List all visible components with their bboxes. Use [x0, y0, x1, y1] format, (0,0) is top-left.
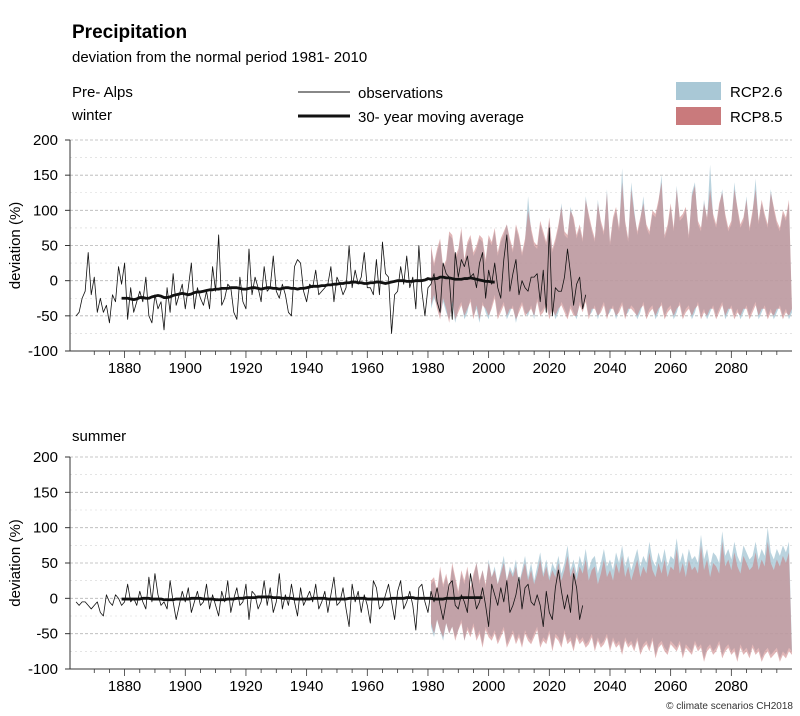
x-tick-label: 1920 [229, 678, 262, 695]
x-tick-label: 2080 [715, 360, 748, 377]
y-tick-label: 100 [33, 202, 58, 219]
y-tick-label: 150 [33, 167, 58, 184]
winter-panel: -100 -50 0 50 100 150 200 deviation (%) 1880 1900… [7, 107, 792, 377]
legend-rcp85-label: RCP8.5 [730, 109, 783, 126]
y-tick-label: 0 [50, 273, 58, 290]
y-tick-label: 50 [41, 555, 58, 572]
summer-panel: -100 -50 0 50 100 150 200 deviation (%) 1880 1900… [7, 428, 792, 695]
legend-moving-average-label: 30- year moving average [358, 109, 524, 126]
x-tick-label: 1980 [411, 678, 444, 695]
region-label: Pre- Alps [72, 84, 133, 101]
x-tick-label: 2000 [472, 678, 505, 695]
x-tick-label: 1880 [108, 678, 141, 695]
legend-rcp26-label: RCP2.6 [730, 84, 783, 101]
x-tick-label: 2020 [533, 678, 566, 695]
y-tick-label: 0 [50, 590, 58, 607]
y-axis-label: deviation (%) [7, 519, 24, 607]
legend-rcp26-swatch [676, 82, 721, 100]
chart-title: Precipitation [72, 22, 187, 43]
credit-text: © climate scenarios CH2018 [666, 701, 793, 712]
observations-line [75, 569, 584, 631]
x-tick-label: 2080 [715, 678, 748, 695]
x-tick-label: 2000 [472, 360, 505, 377]
x-tick-label: 2040 [593, 678, 626, 695]
x-tick-label: 2040 [593, 360, 626, 377]
x-tick-label: 1880 [108, 360, 141, 377]
y-tick-label: -100 [28, 343, 58, 360]
y-tick-label: -50 [36, 308, 58, 325]
observations-line [75, 227, 587, 334]
rcp85-band [431, 182, 792, 323]
y-tick-label: 50 [41, 238, 58, 255]
y-tick-label: 100 [33, 520, 58, 537]
x-tick-label: 1980 [411, 360, 444, 377]
y-tick-label: -100 [28, 661, 58, 678]
x-tick-label: 2020 [533, 360, 566, 377]
y-tick-label: 150 [33, 484, 58, 501]
x-tick-label: 1900 [169, 678, 202, 695]
moving-average-line [121, 595, 483, 602]
x-tick-label: 1960 [351, 360, 384, 377]
moving-average-line [121, 275, 495, 302]
chart-subtitle: deviation from the normal period 1981- 2… [72, 49, 367, 66]
x-tick-label: 1940 [290, 360, 323, 377]
x-tick-label: 1920 [229, 360, 262, 377]
x-tick-label: 1900 [169, 360, 202, 377]
y-tick-label: -50 [36, 626, 58, 643]
legend-rcp85-swatch [676, 107, 721, 125]
rcp85-band [431, 541, 792, 662]
x-tick-label: 2060 [654, 678, 687, 695]
y-tick-label: 200 [33, 449, 58, 466]
season-label: summer [72, 428, 126, 445]
y-axis-label: deviation (%) [7, 202, 24, 290]
legend-observations-label: observations [358, 85, 443, 102]
x-tick-label: 1960 [351, 678, 384, 695]
x-tick-label: 2060 [654, 360, 687, 377]
y-tick-label: 200 [33, 132, 58, 149]
season-label: winter [71, 107, 112, 124]
x-tick-label: 1940 [290, 678, 323, 695]
